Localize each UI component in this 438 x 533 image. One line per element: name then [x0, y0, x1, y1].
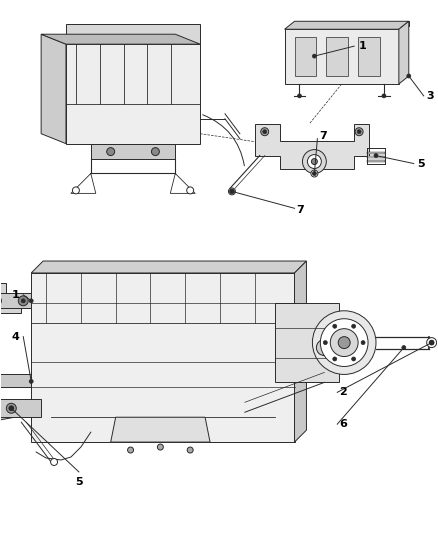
Polygon shape [255, 124, 369, 168]
Polygon shape [0, 293, 31, 308]
Circle shape [402, 345, 406, 350]
Polygon shape [0, 375, 31, 387]
Circle shape [229, 188, 235, 195]
Circle shape [107, 148, 115, 156]
Circle shape [338, 337, 350, 349]
Polygon shape [0, 283, 21, 313]
Text: 1: 1 [11, 290, 19, 300]
Circle shape [357, 130, 361, 134]
Circle shape [187, 187, 194, 194]
Text: 2: 2 [339, 387, 347, 397]
Text: 7: 7 [297, 205, 304, 215]
Polygon shape [0, 402, 31, 424]
Circle shape [230, 189, 234, 194]
Circle shape [152, 148, 159, 156]
Circle shape [29, 299, 33, 303]
Circle shape [333, 357, 337, 361]
Circle shape [361, 341, 365, 345]
Text: 7: 7 [319, 131, 327, 141]
Circle shape [330, 329, 358, 357]
Text: 6: 6 [339, 419, 347, 429]
Polygon shape [0, 399, 41, 417]
Circle shape [127, 447, 134, 453]
Circle shape [430, 341, 434, 345]
Polygon shape [41, 34, 200, 44]
Circle shape [297, 94, 301, 98]
Polygon shape [31, 273, 294, 442]
Circle shape [312, 54, 316, 58]
Text: 5: 5 [75, 477, 83, 487]
Circle shape [29, 379, 33, 383]
Circle shape [311, 170, 318, 177]
Text: 1: 1 [359, 41, 367, 51]
Circle shape [333, 324, 337, 328]
Polygon shape [326, 37, 348, 76]
Circle shape [316, 340, 332, 356]
Polygon shape [358, 37, 380, 76]
Polygon shape [91, 144, 175, 158]
Polygon shape [66, 25, 200, 44]
Circle shape [157, 444, 163, 450]
Polygon shape [367, 151, 385, 154]
Circle shape [72, 187, 79, 194]
Circle shape [230, 190, 233, 193]
Circle shape [311, 158, 318, 165]
Circle shape [352, 357, 356, 361]
Polygon shape [275, 303, 339, 382]
Polygon shape [285, 29, 399, 84]
Circle shape [261, 128, 268, 136]
Circle shape [18, 296, 28, 306]
Circle shape [313, 172, 316, 175]
Polygon shape [111, 417, 210, 442]
Polygon shape [367, 156, 385, 158]
Circle shape [303, 150, 326, 173]
Circle shape [50, 458, 57, 465]
Circle shape [21, 299, 25, 303]
Circle shape [312, 311, 376, 375]
Circle shape [7, 403, 16, 413]
Polygon shape [285, 21, 409, 29]
Circle shape [355, 128, 363, 136]
Circle shape [429, 340, 434, 345]
Circle shape [323, 341, 327, 345]
Circle shape [407, 74, 411, 78]
Circle shape [307, 155, 321, 168]
Polygon shape [399, 21, 409, 84]
Polygon shape [294, 37, 316, 76]
Circle shape [0, 296, 1, 306]
Circle shape [427, 337, 437, 348]
Text: 5: 5 [417, 158, 424, 168]
Text: 3: 3 [427, 91, 434, 101]
Circle shape [352, 324, 356, 328]
Polygon shape [41, 34, 66, 144]
Circle shape [382, 94, 386, 98]
Circle shape [263, 130, 267, 134]
Polygon shape [31, 261, 307, 273]
Text: 4: 4 [11, 332, 19, 342]
Polygon shape [66, 44, 200, 144]
Polygon shape [367, 159, 385, 161]
Circle shape [312, 172, 316, 175]
Circle shape [9, 406, 13, 410]
Circle shape [320, 319, 368, 367]
Circle shape [374, 154, 378, 158]
Circle shape [187, 447, 193, 453]
Circle shape [9, 406, 14, 411]
Polygon shape [294, 261, 307, 442]
